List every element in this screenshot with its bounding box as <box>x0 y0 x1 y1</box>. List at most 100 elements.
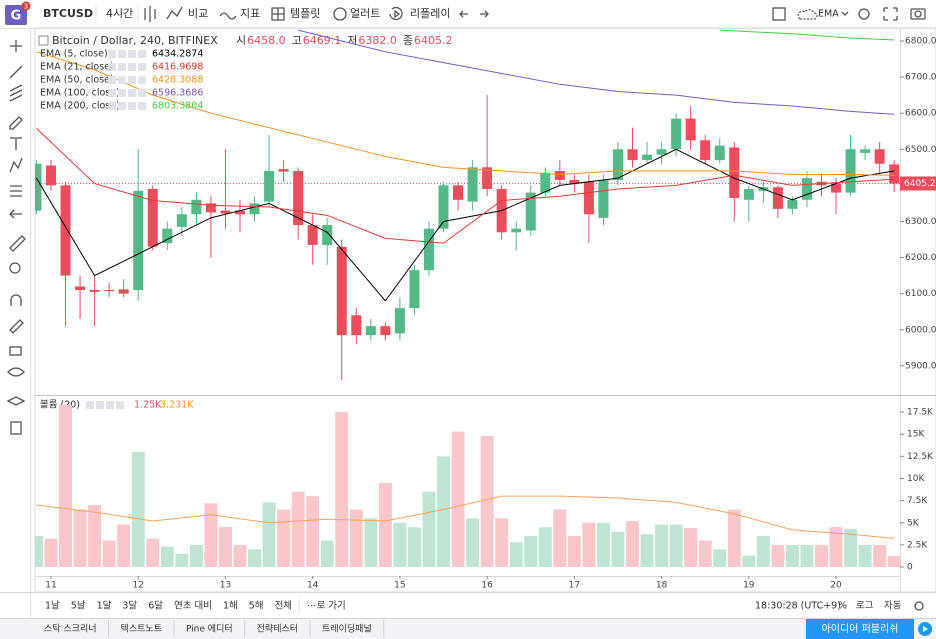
volume-bar <box>727 509 741 568</box>
range-button[interactable]: 연초 대비 <box>174 601 212 612</box>
cloud-icon[interactable] <box>797 8 818 20</box>
ema-legend-button[interactable] <box>108 63 116 71</box>
volume-bar <box>538 527 552 568</box>
zoom-tool[interactable] <box>9 262 21 274</box>
measure-tool[interactable] <box>9 235 26 252</box>
symbol[interactable]: BTCUSD <box>43 7 93 20</box>
ema-legend-button[interactable] <box>128 63 136 71</box>
range-button[interactable]: 1해 <box>223 600 238 612</box>
volume-legend-button[interactable] <box>86 401 94 409</box>
ema-legend-button[interactable] <box>128 50 136 58</box>
volume-bar <box>785 544 799 568</box>
visibility-tool[interactable] <box>7 367 25 377</box>
templates-icon[interactable] <box>271 7 285 21</box>
candle-body <box>453 185 464 200</box>
ema-legend-button[interactable] <box>118 102 126 110</box>
ema-legend-button[interactable] <box>118 50 126 58</box>
bottom-settings[interactable] <box>914 601 924 611</box>
ema-legend-value: 6434.2874 <box>152 49 203 60</box>
volume-bar <box>248 549 262 568</box>
replay-icon[interactable] <box>389 6 403 21</box>
range-button[interactable]: 5날 <box>71 601 86 612</box>
indicators[interactable]: 지표 <box>240 7 260 20</box>
chart-type-icon[interactable] <box>144 6 156 22</box>
ema-legend-button[interactable] <box>118 76 126 84</box>
snapshot-icon[interactable] <box>910 8 926 20</box>
delete-tool[interactable] <box>10 421 22 435</box>
ema-legend-button[interactable] <box>138 89 146 97</box>
alerts-icon[interactable] <box>333 7 347 21</box>
ema-legend-button[interactable] <box>138 76 146 84</box>
ema-legend-button[interactable] <box>138 102 146 110</box>
dropdown[interactable] <box>841 11 849 16</box>
panel-tab[interactable]: 전략테스터 <box>257 623 298 635</box>
panel-tab[interactable]: Pine 에디터 <box>186 624 233 635</box>
percent-toggle[interactable]: % <box>838 601 847 612</box>
range-button[interactable]: 5해 <box>249 600 264 612</box>
range-button[interactable]: 6달 <box>148 600 163 612</box>
replay[interactable]: 리플레이 <box>410 7 450 20</box>
volume-y-tick-label: 17.5K <box>907 408 934 418</box>
back-tool[interactable] <box>9 209 22 219</box>
ema-legend-button[interactable] <box>128 76 136 84</box>
y-tick-label: 6000.0 <box>905 325 936 335</box>
volume-legend-button[interactable] <box>116 401 124 409</box>
goto-date[interactable]: ⋯로 가기 <box>307 601 346 612</box>
log-toggle[interactable]: 로그 <box>856 601 874 612</box>
panel-tab[interactable]: 스탁 스크리너 <box>44 623 97 635</box>
ema-legend-button[interactable] <box>118 63 126 71</box>
range-button[interactable]: 전체 <box>275 601 292 612</box>
lock-tool[interactable] <box>9 346 22 356</box>
alerts[interactable]: 얼러트 <box>350 6 380 20</box>
layers-tool[interactable] <box>6 396 26 406</box>
interval[interactable]: 4시간 <box>106 7 133 20</box>
candle-body <box>322 225 333 245</box>
logo[interactable] <box>5 5 27 25</box>
volume-bar <box>698 540 712 568</box>
compare-icon[interactable] <box>166 6 183 20</box>
redo[interactable] <box>480 10 489 18</box>
pattern-tool[interactable] <box>9 157 23 173</box>
volume-legend-button[interactable] <box>106 401 114 409</box>
undo[interactable] <box>459 10 468 18</box>
magnet-tool[interactable] <box>10 294 22 306</box>
ema-legend-button[interactable] <box>138 63 146 71</box>
range-button[interactable]: 1달 <box>97 600 112 612</box>
publish-button[interactable] <box>806 619 914 639</box>
ema-legend-button[interactable] <box>108 76 116 84</box>
ema-line <box>36 148 895 302</box>
panel-tab[interactable]: 텍스트노트 <box>121 624 162 635</box>
y-tick-label: 5900.0 <box>905 361 936 371</box>
crosshair-tool[interactable] <box>10 40 22 52</box>
fib-tool[interactable] <box>9 84 23 102</box>
ema-legend-button[interactable] <box>128 102 136 110</box>
ema-legend-button[interactable] <box>138 50 146 58</box>
text-tool[interactable] <box>10 137 22 150</box>
auto-toggle[interactable]: 자동 <box>884 601 902 612</box>
volume-ma-value: 3.231K <box>160 400 194 411</box>
ema-legend-button[interactable] <box>108 102 116 110</box>
trendline-tool[interactable] <box>9 65 23 79</box>
fullscreen-icon[interactable] <box>883 7 898 21</box>
range-button[interactable]: 3달 <box>122 600 137 612</box>
ema-legend-button[interactable] <box>118 89 126 97</box>
ema-legend-button[interactable] <box>108 89 116 97</box>
candle-body <box>104 290 115 292</box>
settings-icon[interactable] <box>858 8 870 20</box>
volume-legend-button[interactable] <box>96 401 104 409</box>
study-template[interactable]: EMA <box>818 9 839 20</box>
brush-tool[interactable] <box>9 116 23 130</box>
range-button[interactable]: 1날 <box>45 601 60 612</box>
panel-tab[interactable]: 트레이딩패널 <box>322 624 372 635</box>
compare[interactable]: 비교 <box>188 7 208 20</box>
ema-legend-button[interactable] <box>108 50 116 58</box>
drawing-mode[interactable] <box>9 319 24 334</box>
indicators-icon[interactable] <box>219 12 237 20</box>
volume-bar <box>44 538 58 568</box>
templates[interactable]: 템플릿 <box>290 7 320 20</box>
prediction-tool[interactable] <box>10 185 22 197</box>
layout-icon[interactable] <box>772 7 786 21</box>
collapse-box[interactable] <box>38 35 49 46</box>
ema-legend-value: 6596.3686 <box>152 88 203 99</box>
ema-legend-button[interactable] <box>128 89 136 97</box>
